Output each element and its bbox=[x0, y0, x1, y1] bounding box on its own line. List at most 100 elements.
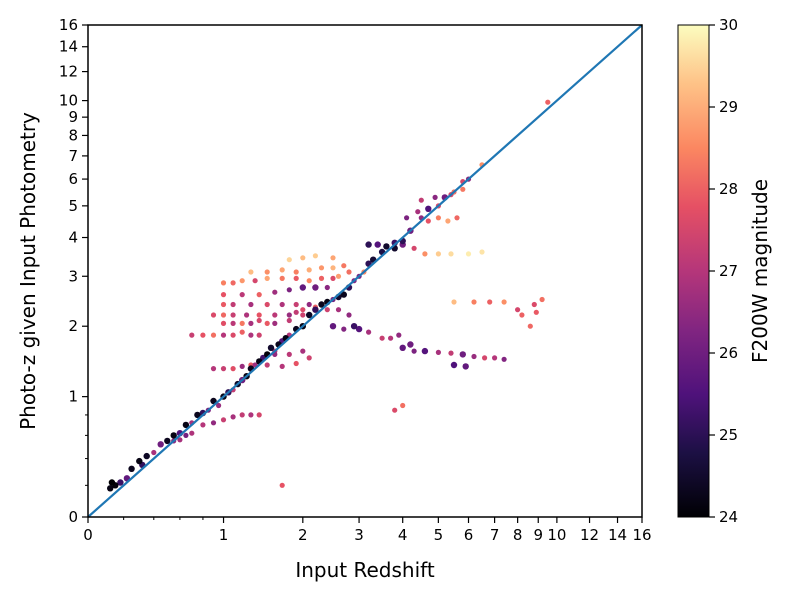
data-point bbox=[239, 292, 245, 298]
data-point bbox=[286, 317, 292, 324]
data-point bbox=[306, 355, 312, 361]
data-point bbox=[330, 265, 336, 271]
data-point bbox=[117, 479, 124, 486]
data-point bbox=[318, 301, 325, 308]
y-tick-label: 12 bbox=[59, 63, 78, 81]
data-point bbox=[210, 397, 217, 405]
data-point bbox=[519, 312, 525, 318]
data-point bbox=[462, 363, 469, 370]
data-point bbox=[450, 361, 458, 369]
y-tick-label: 6 bbox=[68, 170, 78, 188]
data-point bbox=[471, 299, 477, 305]
data-point bbox=[318, 265, 325, 271]
y-tick-label: 8 bbox=[68, 126, 78, 144]
data-point bbox=[293, 309, 299, 315]
data-point bbox=[286, 351, 292, 357]
data-point bbox=[143, 452, 150, 460]
data-point bbox=[128, 465, 135, 472]
data-point bbox=[471, 353, 477, 360]
data-point bbox=[220, 366, 227, 372]
data-point bbox=[435, 215, 441, 221]
data-point bbox=[220, 332, 227, 338]
data-point bbox=[220, 280, 227, 286]
data-point bbox=[182, 421, 190, 429]
data-point bbox=[324, 284, 330, 291]
data-point bbox=[404, 215, 410, 221]
data-point bbox=[432, 194, 438, 200]
data-point bbox=[256, 332, 262, 338]
data-point bbox=[264, 362, 270, 368]
data-point bbox=[189, 430, 195, 436]
data-point bbox=[454, 215, 460, 221]
data-point bbox=[306, 311, 313, 319]
x-tick-label: 1 bbox=[219, 526, 229, 544]
data-point bbox=[501, 299, 507, 305]
data-point bbox=[479, 249, 485, 255]
data-point bbox=[445, 218, 451, 224]
data-point bbox=[329, 323, 337, 330]
data-point bbox=[422, 251, 428, 257]
data-point bbox=[272, 320, 278, 326]
data-point bbox=[300, 307, 306, 313]
x-tick-label: 16 bbox=[632, 526, 651, 544]
data-point bbox=[545, 99, 551, 105]
colorbar-tick-label: 26 bbox=[719, 344, 738, 362]
data-point bbox=[248, 412, 254, 418]
data-point bbox=[267, 344, 275, 351]
data-point bbox=[407, 341, 414, 348]
data-point bbox=[239, 363, 245, 369]
data-point bbox=[312, 253, 318, 259]
data-point bbox=[539, 296, 545, 303]
data-point bbox=[460, 186, 466, 192]
data-point bbox=[230, 312, 236, 318]
x-axis: 0 1 2 3 4 5 6 7 8 9 10 12 14 16 bbox=[83, 517, 652, 544]
data-point bbox=[177, 437, 183, 443]
data-point bbox=[248, 320, 254, 326]
data-point bbox=[346, 269, 352, 275]
data-point bbox=[527, 323, 533, 329]
data-point bbox=[492, 355, 498, 361]
data-point bbox=[306, 267, 312, 273]
x-tick-label: 0 bbox=[83, 526, 93, 544]
data-point bbox=[108, 479, 116, 486]
data-point bbox=[341, 263, 347, 269]
colorbar-tick-label: 27 bbox=[719, 262, 738, 280]
data-point bbox=[256, 312, 262, 318]
data-point bbox=[435, 349, 441, 355]
colorbar-tick-label: 30 bbox=[719, 16, 738, 34]
x-tick-label: 8 bbox=[513, 526, 523, 544]
data-point bbox=[210, 366, 217, 372]
data-point bbox=[220, 301, 227, 308]
x-tick-label: 10 bbox=[547, 526, 566, 544]
data-point bbox=[435, 251, 441, 257]
y-tick-label: 14 bbox=[59, 38, 78, 56]
data-point bbox=[239, 412, 245, 418]
data-point bbox=[533, 309, 539, 315]
plot-frame bbox=[87, 24, 643, 518]
data-point bbox=[306, 301, 312, 308]
data-point bbox=[216, 402, 222, 409]
colorbar-axis: 24 25 26 27 28 29 30 bbox=[709, 16, 738, 526]
data-point bbox=[340, 291, 347, 298]
colorbar-label: F200W magnitude bbox=[748, 179, 772, 363]
data-point bbox=[293, 275, 299, 281]
data-point bbox=[272, 289, 278, 295]
data-point bbox=[300, 348, 306, 354]
data-point bbox=[312, 306, 319, 313]
data-point bbox=[239, 329, 245, 335]
data-point bbox=[379, 335, 385, 341]
data-point bbox=[200, 422, 206, 428]
data-point bbox=[399, 344, 406, 351]
data-point bbox=[220, 320, 227, 326]
colorbar-tick-label: 25 bbox=[719, 426, 738, 444]
data-point bbox=[451, 299, 457, 305]
y-tick-label: 7 bbox=[68, 147, 78, 165]
x-tick-label: 4 bbox=[398, 526, 408, 544]
y-tick-label: 1 bbox=[68, 388, 78, 406]
x-tick-label: 6 bbox=[464, 526, 474, 544]
data-point bbox=[306, 278, 312, 284]
data-point bbox=[421, 347, 429, 355]
data-point bbox=[164, 437, 171, 445]
